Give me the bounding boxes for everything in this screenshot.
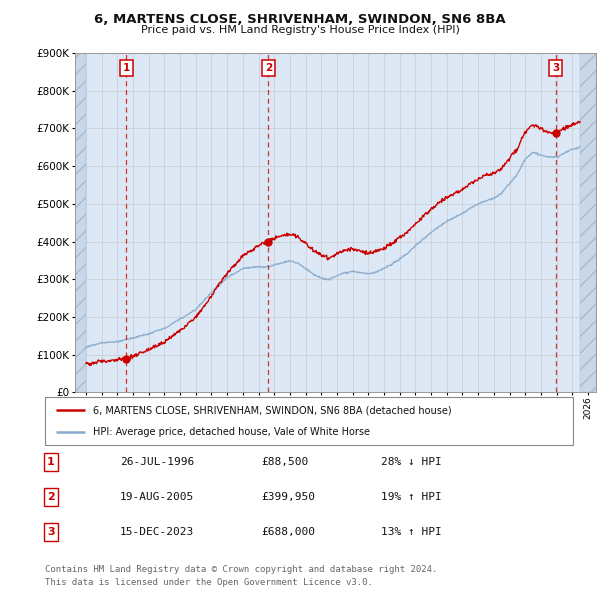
- Text: 28% ↓ HPI: 28% ↓ HPI: [381, 457, 442, 467]
- Bar: [580, 53, 596, 392]
- Text: Price paid vs. HM Land Registry's House Price Index (HPI): Price paid vs. HM Land Registry's House …: [140, 25, 460, 35]
- Text: 2: 2: [265, 63, 272, 73]
- Text: 15-DEC-2023: 15-DEC-2023: [120, 527, 194, 537]
- Text: 1: 1: [122, 63, 130, 73]
- Text: 1: 1: [47, 457, 55, 467]
- Text: 6, MARTENS CLOSE, SHRIVENHAM, SWINDON, SN6 8BA (detached house): 6, MARTENS CLOSE, SHRIVENHAM, SWINDON, S…: [92, 405, 451, 415]
- Text: 2: 2: [47, 492, 55, 502]
- Text: £88,500: £88,500: [261, 457, 308, 467]
- Text: HPI: Average price, detached house, Vale of White Horse: HPI: Average price, detached house, Vale…: [92, 427, 370, 437]
- Text: 3: 3: [47, 527, 55, 537]
- Text: £399,950: £399,950: [261, 492, 315, 502]
- Text: 13% ↑ HPI: 13% ↑ HPI: [381, 527, 442, 537]
- Text: 3: 3: [553, 63, 560, 73]
- Bar: [75, 53, 86, 392]
- Text: 6, MARTENS CLOSE, SHRIVENHAM, SWINDON, SN6 8BA: 6, MARTENS CLOSE, SHRIVENHAM, SWINDON, S…: [94, 13, 506, 26]
- Text: £688,000: £688,000: [261, 527, 315, 537]
- Text: 19-AUG-2005: 19-AUG-2005: [120, 492, 194, 502]
- Text: Contains HM Land Registry data © Crown copyright and database right 2024.
This d: Contains HM Land Registry data © Crown c…: [45, 565, 437, 587]
- Text: 19% ↑ HPI: 19% ↑ HPI: [381, 492, 442, 502]
- Text: 26-JUL-1996: 26-JUL-1996: [120, 457, 194, 467]
